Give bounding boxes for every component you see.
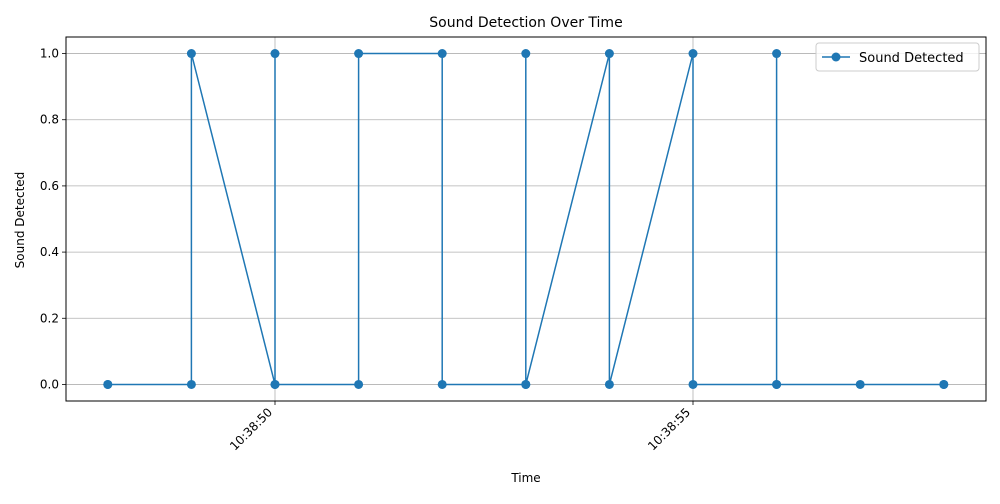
y-tick-label: 0.0 [40, 377, 59, 391]
data-point [186, 49, 196, 59]
data-point [521, 379, 531, 389]
data-point [437, 379, 447, 389]
data-point [939, 379, 949, 389]
data-point [855, 379, 865, 389]
data-point [437, 49, 447, 59]
data-point [354, 379, 364, 389]
data-point [772, 49, 782, 59]
plot-area-frame [65, 36, 987, 402]
data-point [521, 49, 531, 59]
legend-marker-swatch [831, 52, 841, 62]
data-point [604, 49, 614, 59]
y-tick-label: 0.8 [40, 113, 59, 127]
legend-entry-sound-detected: Sound Detected [859, 51, 964, 66]
legend-box [815, 42, 980, 72]
data-point [186, 379, 196, 389]
data-point [103, 379, 113, 389]
y-axis-label: Sound Detected [13, 172, 27, 269]
data-point [270, 379, 280, 389]
y-tick-label: 0.2 [40, 311, 59, 325]
series-line-sound-detected [107, 52, 944, 386]
data-series [103, 49, 949, 389]
y-axis-ticks: 0.0 0.2 0.4 0.6 0.8 1.0 [40, 47, 66, 391]
chart-title: Sound Detection Over Time [429, 15, 622, 31]
data-point [772, 379, 782, 389]
data-point [604, 379, 614, 389]
data-point [270, 49, 280, 59]
legend: Sound Detected [815, 42, 980, 72]
data-point [688, 49, 698, 59]
y-tick-label: 0.4 [40, 245, 59, 259]
y-tick-label: 0.6 [40, 179, 59, 193]
x-axis-label: Time [510, 471, 540, 485]
data-point [354, 49, 364, 59]
y-tick-label: 1.0 [40, 47, 59, 61]
data-point [688, 379, 698, 389]
